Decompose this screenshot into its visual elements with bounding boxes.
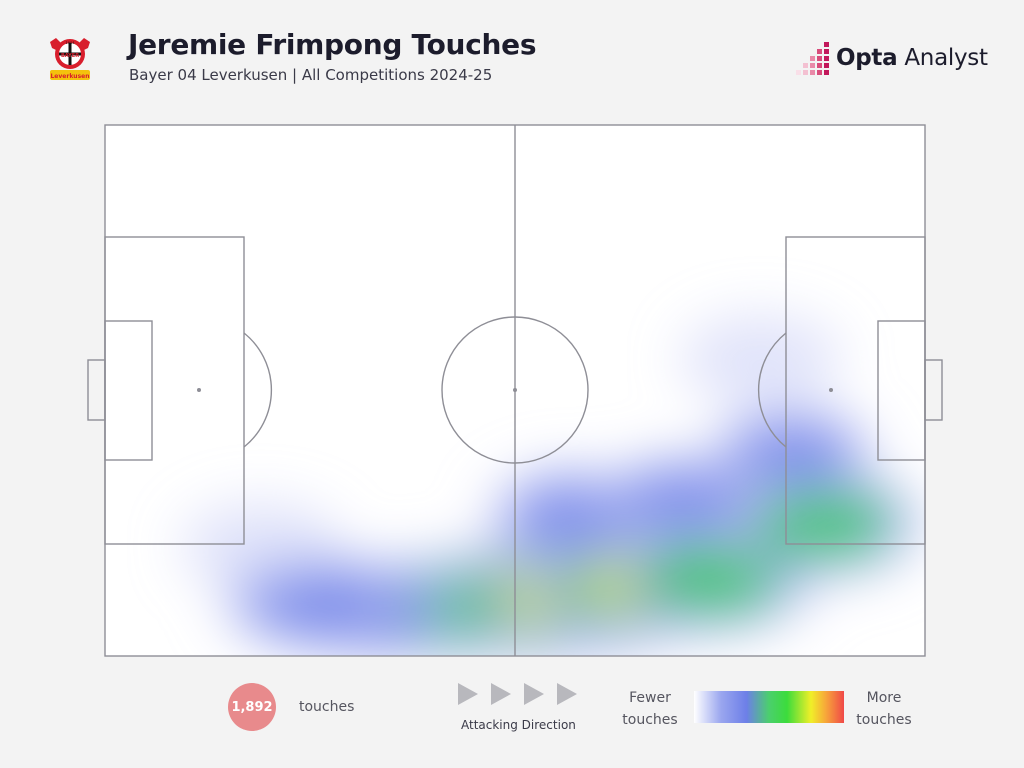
chart-title: Jeremie Frimpong Touches [128, 28, 537, 61]
legend-low-label: Fewer touches [622, 690, 678, 728]
left-penalty-spot [197, 388, 201, 392]
brand-analyst: Analyst [897, 45, 988, 71]
left-goal [87, 359, 106, 421]
brand-opta: Opta [836, 45, 898, 71]
attacking-direction-label: Attacking Direction [461, 718, 576, 732]
crest-word: BAYER [61, 53, 79, 59]
centre-spot [513, 388, 517, 392]
touches-count-badge: 1,892 [228, 683, 276, 731]
chart-subtitle: Bayer 04 Leverkusen | All Competitions 2… [129, 66, 493, 84]
play-arrow-icon [524, 683, 544, 705]
opta-bars-icon [796, 42, 829, 75]
play-arrow-icon [491, 683, 511, 705]
left-penalty-arc [243, 332, 273, 448]
heat-blob [181, 501, 342, 592]
crest-year: 1904 [66, 41, 76, 45]
legend-colorbar [694, 691, 844, 723]
heat-blob [618, 464, 748, 536]
touches-label: touches [299, 699, 355, 715]
crest-text: Leverkusen [50, 73, 89, 80]
play-arrow-icon [557, 683, 577, 705]
legend-high-label: More touches [856, 690, 912, 728]
pitch-markings [87, 124, 943, 657]
attacking-direction-arrows [458, 683, 578, 707]
heat-blob [726, 417, 858, 489]
bayer-leverkusen-crest: BAYER 1904 Leverkusen [50, 38, 90, 80]
centre-circle [441, 316, 589, 464]
heat-blob [755, 487, 892, 559]
heat-blob [681, 314, 841, 405]
play-arrow-icon [458, 683, 478, 705]
right-penalty-spot [829, 388, 833, 392]
heatmap-layer [181, 314, 925, 656]
right-penalty-arc [757, 332, 787, 448]
right-goal [924, 359, 943, 421]
opta-analyst-logo: Opta Analyst [796, 40, 988, 76]
